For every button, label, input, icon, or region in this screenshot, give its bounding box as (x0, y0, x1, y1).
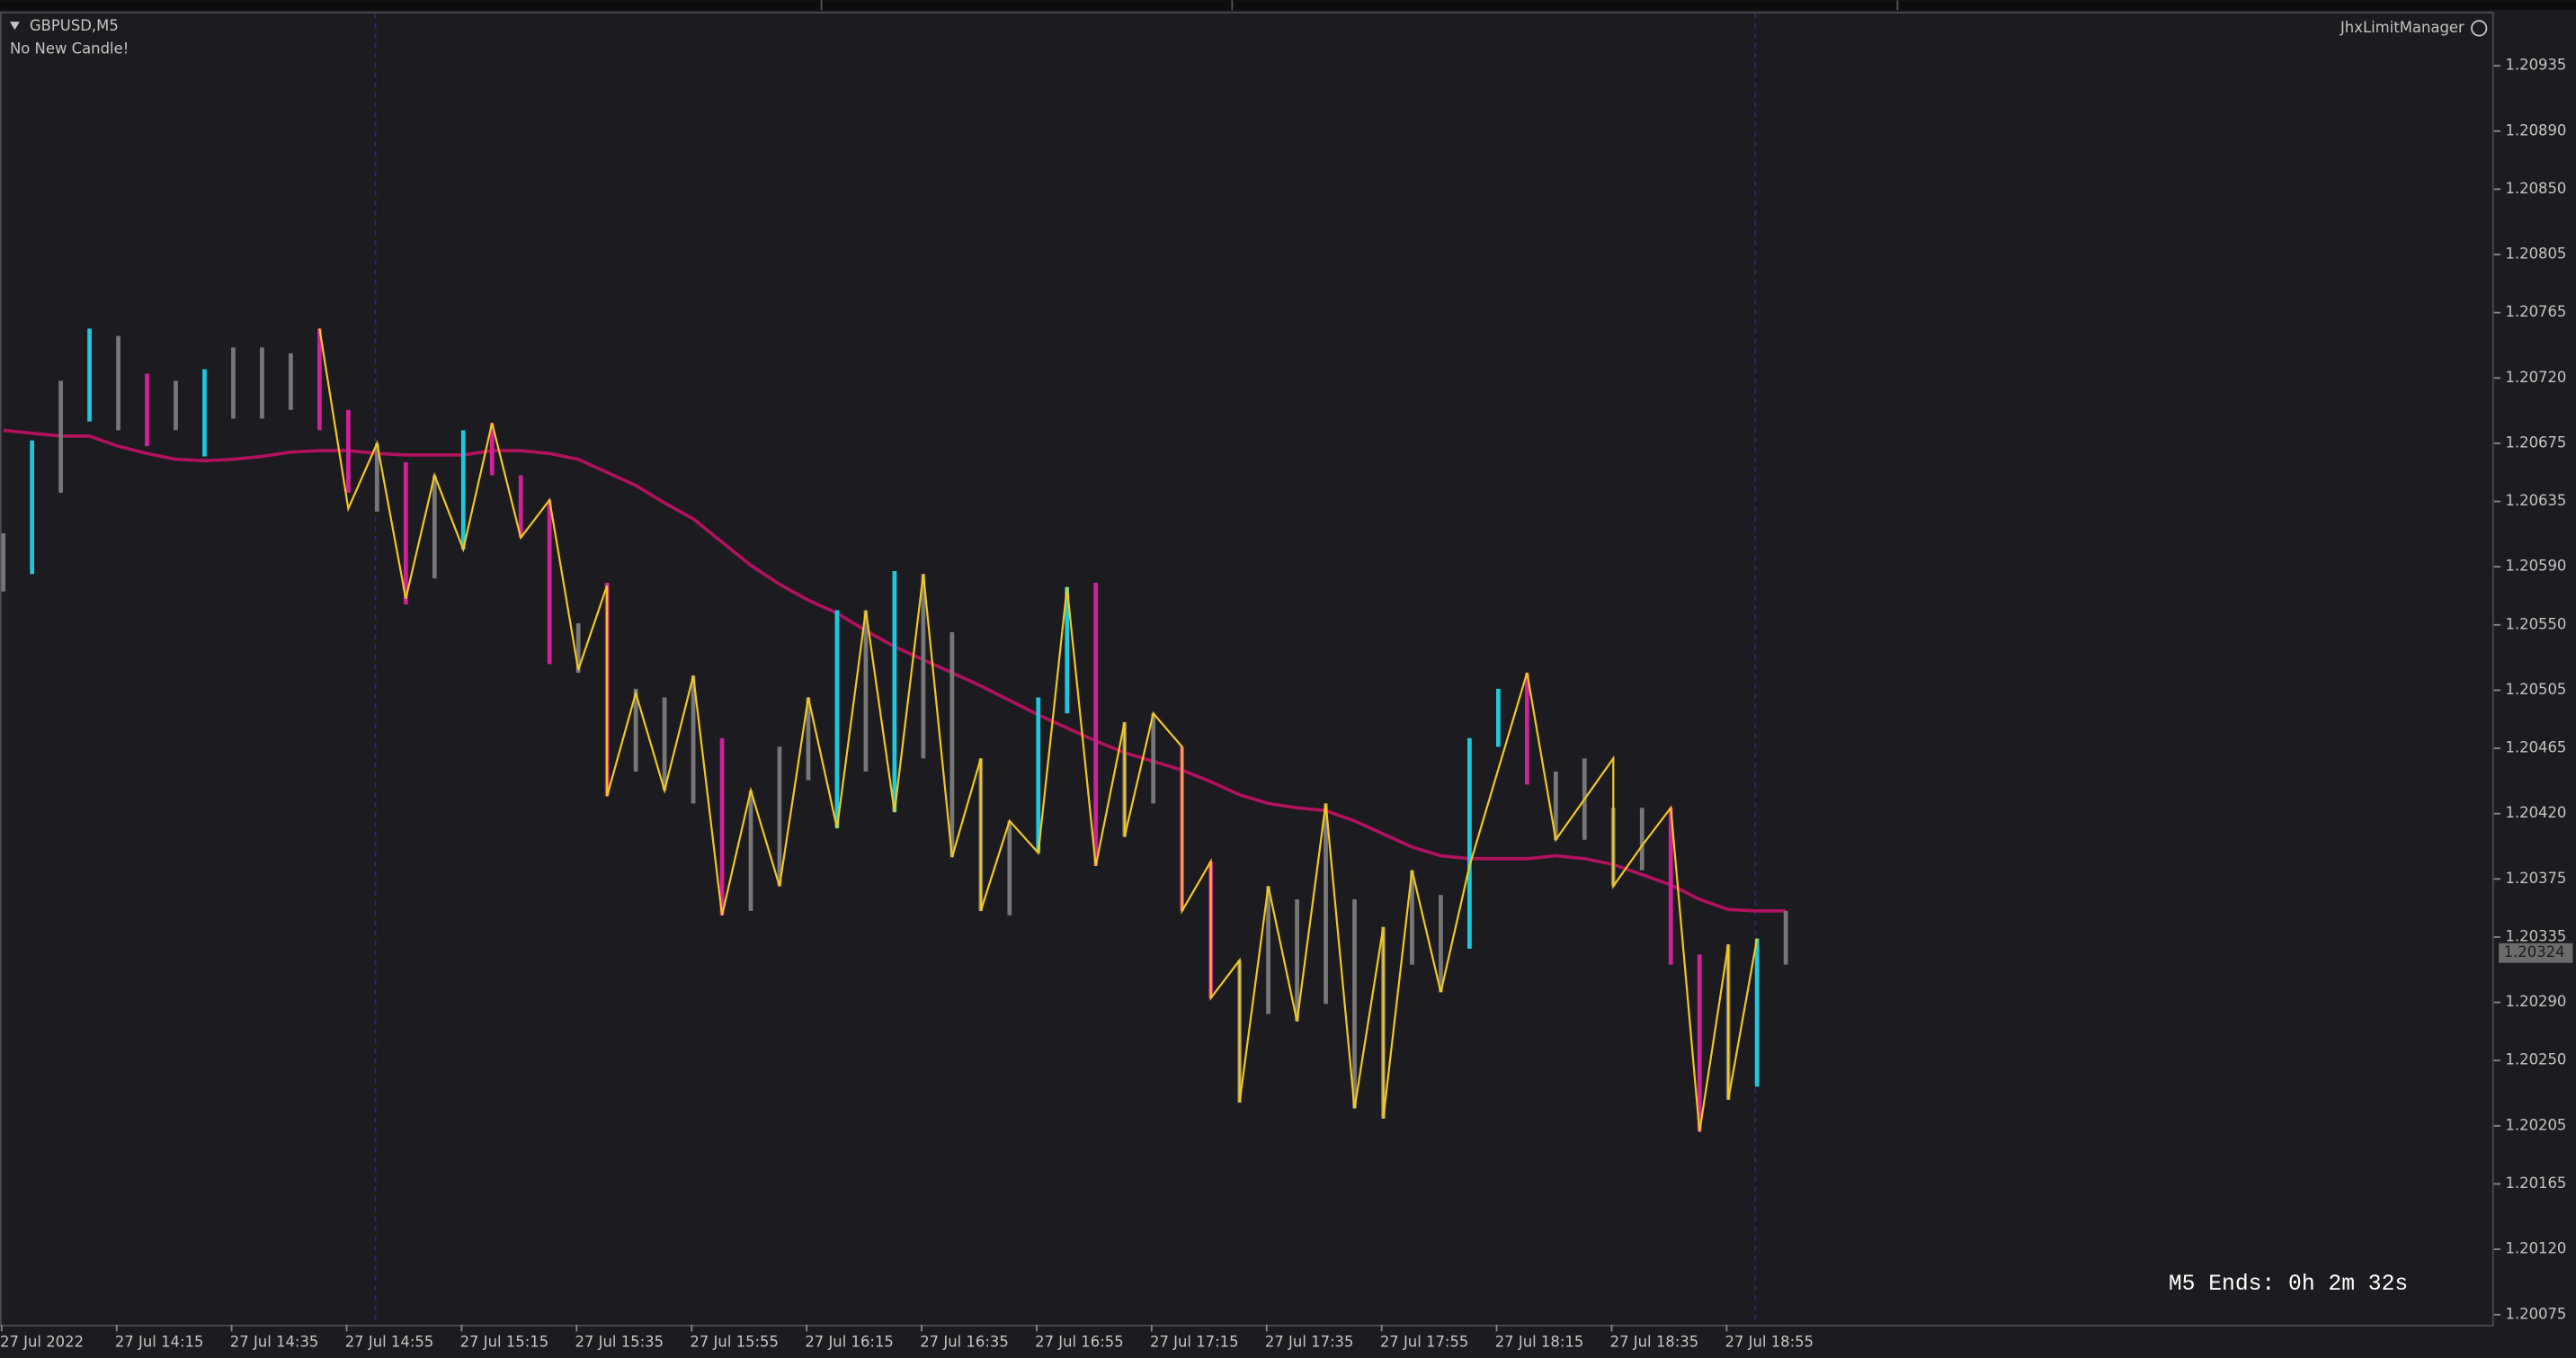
x-tick-label: 27 Jul 16:15 (805, 1334, 894, 1351)
top-strip (0, 0, 2576, 11)
y-tick-label: 1.20165 (2505, 1175, 2566, 1192)
x-tick-label: 27 Jul 16:35 (920, 1334, 1009, 1351)
y-tick-label: 1.20765 (2505, 303, 2566, 320)
x-tick-label: 27 Jul 18:15 (1495, 1334, 1584, 1351)
y-tick-label: 1.20505 (2505, 681, 2566, 698)
y-tick-label: 1.20290 (2505, 993, 2566, 1010)
y-tick-label: 1.20075 (2505, 1305, 2566, 1322)
y-tick-label: 1.20250 (2505, 1051, 2566, 1068)
y-tick-label: 1.20465 (2505, 739, 2566, 756)
status-text: No New Candle! (10, 40, 129, 58)
countdown: M5 Ends: 0h 2m 32s (2169, 1272, 2408, 1297)
zigzag-line (318, 328, 1759, 1132)
y-tick-label: 1.20335 (2505, 927, 2566, 944)
x-tick-label: 27 Jul 14:15 (115, 1334, 204, 1351)
x-tick-label: 27 Jul 17:55 (1380, 1334, 1469, 1351)
x-tick-label: 27 Jul 16:55 (1035, 1334, 1124, 1351)
x-tick-label: 27 Jul 15:55 (690, 1334, 779, 1351)
y-tick-label: 1.20420 (2505, 804, 2566, 821)
current-price-label: 1.20324 (2504, 943, 2565, 960)
plot-border (0, 12, 2494, 1327)
x-tick-label: 27 Jul 18:35 (1610, 1334, 1699, 1351)
y-tick-label: 1.20205 (2505, 1116, 2566, 1133)
expert-name: JhxLimitManager (2340, 19, 2465, 36)
y-tick-label: 1.20805 (2505, 246, 2566, 263)
x-tick-label: 27 Jul 15:35 (575, 1334, 664, 1351)
x-tick-label: 27 Jul 14:35 (230, 1334, 319, 1351)
x-tick-label: 27 Jul 2022 (0, 1334, 84, 1351)
expert-icon[interactable] (2471, 20, 2488, 37)
y-tick-label: 1.20375 (2505, 870, 2566, 887)
x-tick-label: 27 Jul 14:55 (345, 1334, 434, 1351)
collapse-arrow[interactable] (9, 22, 20, 31)
y-tick-label: 1.20590 (2505, 558, 2566, 575)
x-tick-label: 27 Jul 17:15 (1150, 1334, 1239, 1351)
chart-title: GBPUSD,M5 (30, 17, 119, 34)
plot (1, 13, 1788, 1326)
y-tick-label: 1.20935 (2505, 57, 2566, 74)
x-tick-label: 27 Jul 17:35 (1265, 1334, 1354, 1351)
y-tick-label: 1.20120 (2505, 1240, 2566, 1257)
y-tick-label: 1.20675 (2505, 433, 2566, 451)
current-price-box (2499, 943, 2573, 963)
y-tick-label: 1.20850 (2505, 180, 2566, 197)
y-tick-label: 1.20890 (2505, 121, 2566, 138)
y-tick-label: 1.20550 (2505, 615, 2566, 632)
x-tick-label: 27 Jul 18:55 (1725, 1334, 1814, 1351)
x-tick-label: 27 Jul 15:15 (460, 1334, 549, 1351)
y-tick-label: 1.20720 (2505, 369, 2566, 386)
y-tick-label: 1.20635 (2505, 492, 2566, 509)
